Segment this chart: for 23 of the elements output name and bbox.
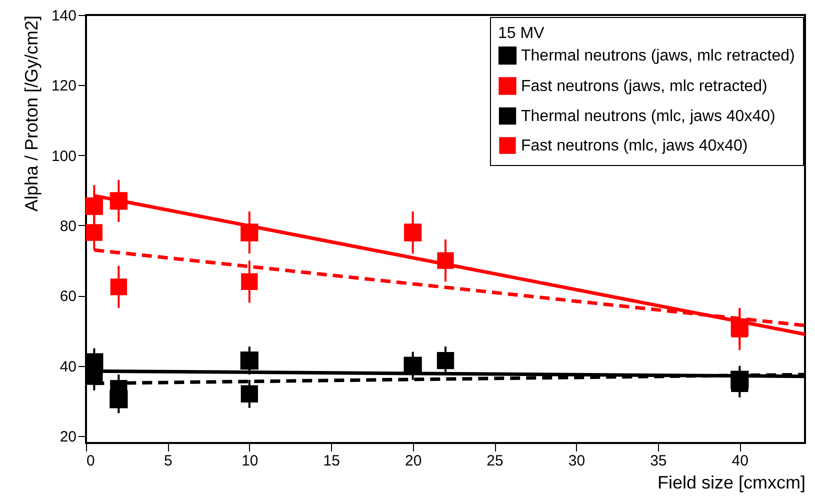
y-tick-label: 80 — [60, 218, 76, 235]
x-tick-label: 15 — [323, 452, 340, 470]
y-axis-title: Alpha / Proton [/Gy/cm2] — [21, 16, 42, 212]
y-tick-label: 20 — [60, 428, 76, 446]
x-tick-label: 10 — [242, 452, 258, 470]
legend-label: Thermal neutrons (mlc, jaws 40x40) — [521, 108, 776, 125]
x-tick-label: 25 — [486, 452, 504, 470]
x-tick-label: 40 — [732, 452, 748, 470]
y-tick-label: 40 — [60, 358, 76, 376]
y-tick-label: 60 — [60, 288, 76, 306]
legend-label: Fast neutrons (jaws, mlc retracted) — [521, 78, 768, 95]
legend-label: Thermal neutrons (jaws, mlc retracted) — [521, 48, 795, 64]
y-tick-label: 140 — [51, 8, 76, 24]
x-axis-title: Field size [cmxcm] — [657, 472, 806, 492]
x-tick-label: 5 — [164, 452, 172, 470]
legend-title: 15 MV — [498, 25, 545, 42]
x-tick-label: 30 — [568, 452, 586, 470]
y-tick-label: 120 — [51, 78, 76, 95]
x-tick-label: 20 — [404, 452, 422, 470]
legend-label: Fast neutrons (mlc, jaws 40x40) — [521, 138, 748, 154]
x-tick-label: 0 — [86, 452, 95, 470]
y-tick-label: 100 — [51, 148, 76, 165]
x-tick-label: 35 — [650, 452, 667, 470]
